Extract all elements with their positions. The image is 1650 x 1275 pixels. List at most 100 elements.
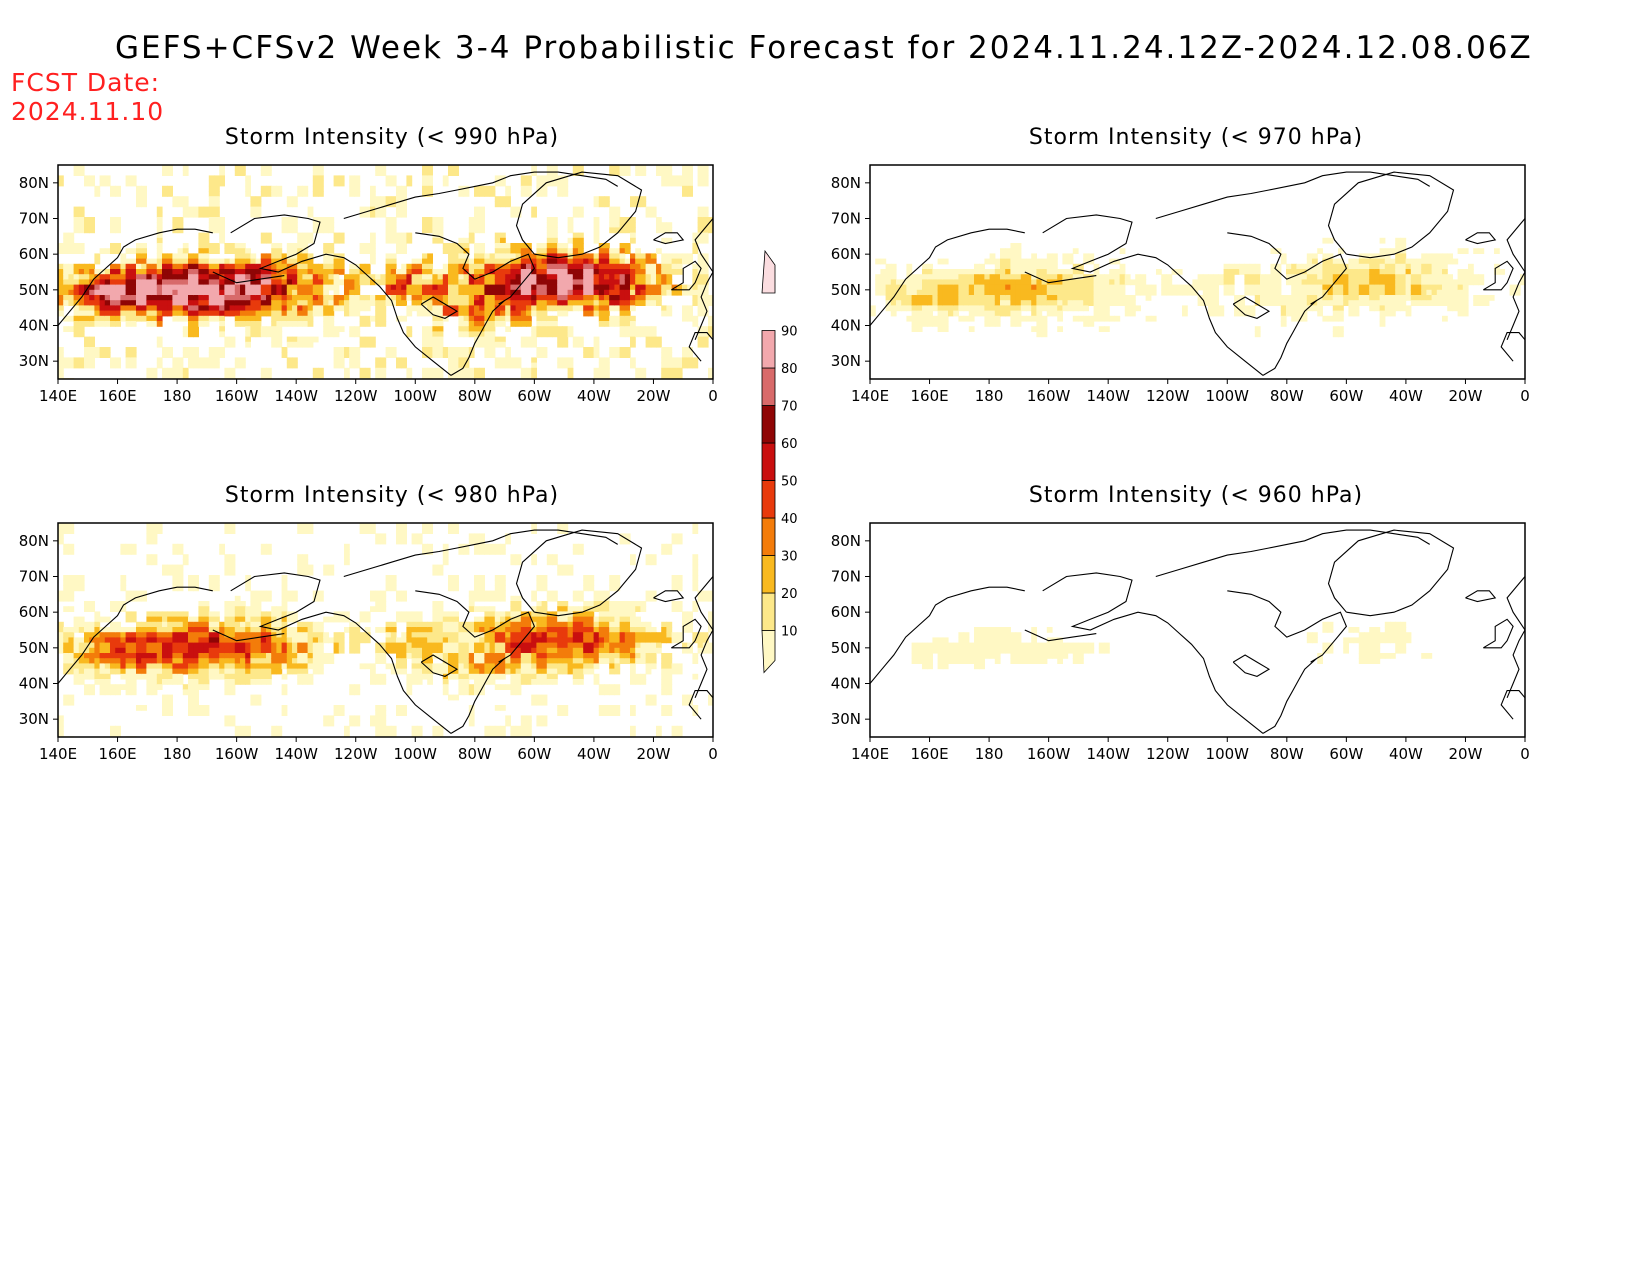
prob-cell	[193, 575, 199, 581]
prob-cell	[880, 274, 887, 280]
prob-cell	[411, 284, 418, 291]
prob-cell	[177, 575, 184, 581]
prob-cell	[984, 284, 991, 291]
prob-cell	[250, 211, 257, 218]
prob-cell	[1166, 289, 1173, 296]
prob-cell	[697, 227, 704, 234]
prob-cell	[1005, 263, 1011, 270]
prob-cell	[953, 305, 959, 312]
prob-cell	[260, 668, 267, 675]
prob-cell	[177, 357, 184, 364]
prob-cell	[1457, 248, 1464, 254]
prob-cell	[208, 274, 215, 280]
coastline	[212, 271, 285, 284]
prob-cell	[229, 310, 236, 317]
prob-cell	[1332, 305, 1339, 312]
prob-cell	[338, 642, 345, 649]
prob-cell	[448, 165, 454, 171]
prob-cell	[708, 331, 713, 338]
prob-cell	[1150, 315, 1157, 322]
prob-cell	[250, 300, 257, 306]
prob-cell	[338, 232, 345, 239]
prob-cell	[338, 616, 345, 623]
prob-cell	[125, 658, 132, 664]
prob-cell	[151, 279, 158, 286]
prob-cell	[255, 331, 262, 338]
prob-cell	[1405, 305, 1412, 312]
prob-cell	[437, 300, 444, 306]
prob-cell	[1301, 263, 1308, 270]
prob-cell	[240, 616, 246, 623]
prob-cell	[318, 227, 324, 234]
prob-cell	[162, 263, 168, 270]
prob-cell	[500, 279, 506, 286]
prob-cell	[562, 300, 569, 306]
prob-cell	[479, 248, 485, 254]
prob-cell	[312, 269, 319, 275]
prob-cell	[172, 217, 179, 223]
prob-cell	[510, 258, 517, 265]
prob-cell	[89, 663, 95, 670]
prob-cell	[984, 289, 991, 296]
prob-cell	[510, 295, 517, 301]
prob-cell	[1114, 289, 1121, 296]
prob-cell	[271, 315, 277, 322]
prob-cell	[1000, 295, 1006, 301]
prob-cell	[99, 684, 106, 690]
prob-cell	[1109, 300, 1115, 306]
prob-cell	[94, 668, 101, 675]
prob-cell	[375, 642, 381, 649]
prob-cell	[609, 300, 615, 306]
prob-cell	[1280, 258, 1287, 265]
prob-cell	[193, 362, 199, 369]
prob-cell	[1093, 310, 1100, 317]
prob-cell	[307, 211, 314, 218]
prob-cell	[110, 658, 116, 664]
prob-cell	[604, 289, 610, 296]
prob-cell	[406, 679, 413, 685]
prob-cell	[911, 284, 918, 291]
prob-cell	[666, 367, 673, 374]
prob-cell	[338, 710, 345, 716]
prob-cell	[416, 274, 423, 280]
prob-cell	[692, 284, 699, 291]
prob-cell	[437, 295, 444, 301]
prob-cell	[1280, 310, 1287, 317]
prob-cell	[708, 326, 713, 332]
prob-cell	[276, 191, 283, 197]
prob-cell	[99, 689, 106, 696]
prob-cell	[963, 274, 970, 280]
prob-cell	[650, 284, 657, 291]
prob-cell	[380, 658, 387, 664]
prob-cell	[172, 269, 179, 275]
prob-cell	[375, 274, 381, 280]
prob-cell	[370, 595, 376, 602]
prob-cell	[661, 357, 667, 364]
prob-cell	[286, 305, 293, 312]
prob-cell	[68, 549, 75, 555]
prob-cell	[78, 362, 85, 369]
prob-cell	[619, 170, 626, 176]
prob-cell	[188, 658, 194, 664]
prob-cell	[390, 632, 397, 638]
prob-cell	[1114, 279, 1121, 286]
prob-cell	[359, 367, 366, 374]
prob-cell	[130, 284, 137, 291]
prob-cell	[141, 201, 147, 208]
prob-cell	[271, 627, 277, 633]
prob-cell	[458, 352, 465, 358]
prob-cell	[702, 222, 709, 228]
prob-cell	[333, 269, 340, 275]
lat-tick-label: 60N	[831, 245, 861, 263]
prob-cell	[203, 632, 210, 638]
prob-cell	[520, 315, 527, 322]
prob-cell	[292, 321, 298, 327]
prob-cell	[68, 663, 75, 670]
prob-cell	[474, 367, 480, 374]
prob-cell	[240, 653, 246, 659]
prob-cell	[578, 295, 584, 301]
prob-cell	[526, 315, 532, 322]
prob-cell	[73, 222, 80, 228]
prob-cell	[1338, 295, 1344, 301]
prob-cell	[89, 305, 95, 312]
